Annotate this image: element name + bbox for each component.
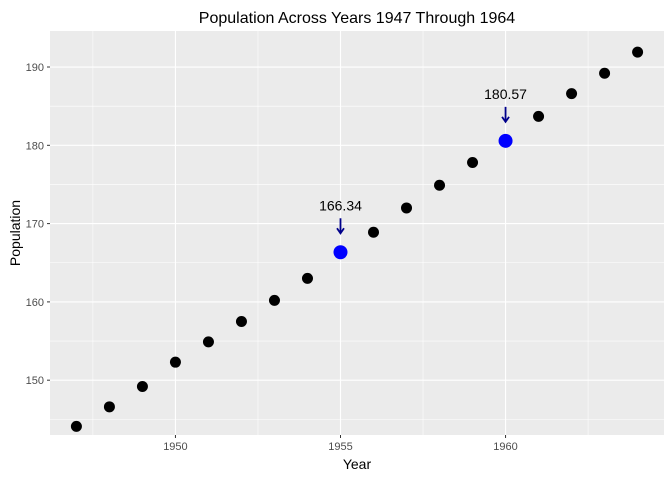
annotation-label: 166.34	[319, 197, 362, 213]
y-tick-label: 150	[26, 375, 44, 387]
data-point	[301, 272, 313, 284]
data-point	[533, 110, 545, 122]
x-tick-label: 1950	[163, 441, 187, 453]
annotations: 166.34 180.57	[319, 86, 527, 235]
highlight-point	[498, 133, 513, 148]
data-point	[202, 336, 214, 348]
chart-title: Population Across Years 1947 Through 196…	[199, 10, 515, 27]
data-point	[136, 380, 148, 392]
axis-ticks: 1950 1955 1960 150 160 170 180 190	[26, 62, 518, 453]
y-tick-label: 180	[26, 140, 44, 152]
plot-panel	[50, 31, 664, 435]
highlight-point	[333, 245, 348, 260]
data-point	[70, 420, 82, 432]
data-point	[467, 157, 479, 169]
data-point	[632, 46, 644, 58]
annotation-arrowhead	[501, 116, 510, 124]
y-axis-title: Population	[7, 200, 23, 266]
data-point	[599, 67, 611, 79]
data-point	[169, 356, 181, 368]
y-tick-label: 190	[26, 62, 44, 74]
data-point	[235, 315, 247, 327]
y-tick-label: 170	[26, 219, 44, 231]
annotation-label: 180.57	[484, 86, 527, 102]
data-point	[103, 401, 115, 413]
data-point	[566, 88, 578, 100]
data-points	[70, 46, 644, 432]
data-point	[401, 202, 413, 214]
data-point	[268, 294, 280, 306]
x-tick-label: 1955	[328, 441, 352, 453]
x-tick-label: 1960	[493, 441, 517, 453]
annotation-arrowhead	[336, 227, 345, 235]
y-tick-label: 160	[26, 297, 44, 309]
x-axis-title: Year	[343, 456, 372, 472]
data-point	[368, 226, 380, 238]
data-point	[434, 179, 446, 191]
